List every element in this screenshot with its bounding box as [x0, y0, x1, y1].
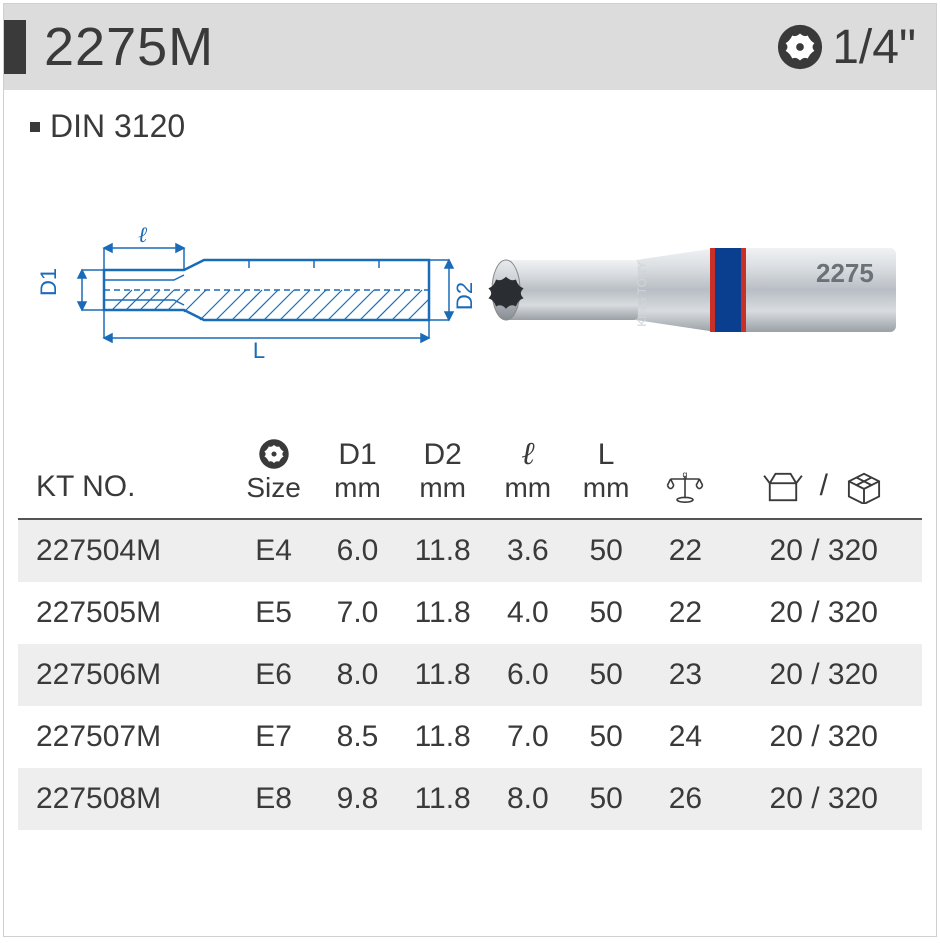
table-row: 227506M E6 8.0 11.8 6.0 50 23 20 / 320 [18, 644, 922, 706]
photo-part-text: 2275 [816, 258, 874, 288]
torx-icon [258, 438, 290, 470]
standard-row: DIN 3120 [4, 90, 936, 145]
technical-diagram: D1 D2 ℓ L [34, 220, 474, 360]
table-row: 227505M E5 7.0 11.8 4.0 50 22 20 / 320 [18, 582, 922, 644]
col-d1: D1 mm [318, 425, 396, 519]
header-marker-block [4, 20, 26, 74]
drive-size: 1/4" [832, 20, 916, 75]
label-d1: D1 [36, 268, 61, 296]
bullet-icon [30, 122, 40, 132]
col-ktno: KT NO. [18, 425, 229, 519]
standard-text: DIN 3120 [50, 108, 185, 145]
table-row: 227507M E7 8.5 11.8 7.0 50 24 20 / 320 [18, 706, 922, 768]
table-header-row: KT NO. Size D1 mm D2 mm [18, 425, 922, 519]
header-left: 2275M [4, 4, 214, 90]
svg-text:g: g [683, 470, 688, 479]
product-photo: KING TONY 2275 [476, 230, 906, 350]
torx-icon [776, 23, 824, 71]
scale-icon: g [661, 470, 709, 504]
box-open-icon [759, 470, 807, 504]
col-d2: D2 mm [397, 425, 489, 519]
box-stack-icon [840, 470, 888, 504]
label-d2: D2 [452, 282, 474, 310]
model-number: 2275M [44, 16, 214, 78]
image-row: D1 D2 ℓ L [4, 145, 936, 425]
col-weight: g [645, 425, 725, 519]
col-l-small: ℓ mm [489, 425, 567, 519]
label-l-small: ℓ [138, 222, 148, 247]
table-row: 227504M E4 6.0 11.8 3.6 50 22 20 / 320 [18, 519, 922, 582]
spec-table: KT NO. Size D1 mm D2 mm [18, 425, 922, 830]
col-packaging: / [726, 425, 922, 519]
spec-table-wrap: KT NO. Size D1 mm D2 mm [4, 425, 936, 830]
header-right: 1/4" [776, 20, 916, 75]
col-size: Size [229, 425, 319, 519]
table-row: 227508M E8 9.8 11.8 8.0 50 26 20 / 320 [18, 768, 922, 830]
col-l-big: L mm [567, 425, 645, 519]
header-bar: 2275M 1/4" [4, 4, 936, 90]
table-body: 227504M E4 6.0 11.8 3.6 50 22 20 / 320 2… [18, 519, 922, 830]
label-l-big: L [253, 338, 265, 360]
photo-brand-text: KING TONY [635, 261, 649, 327]
